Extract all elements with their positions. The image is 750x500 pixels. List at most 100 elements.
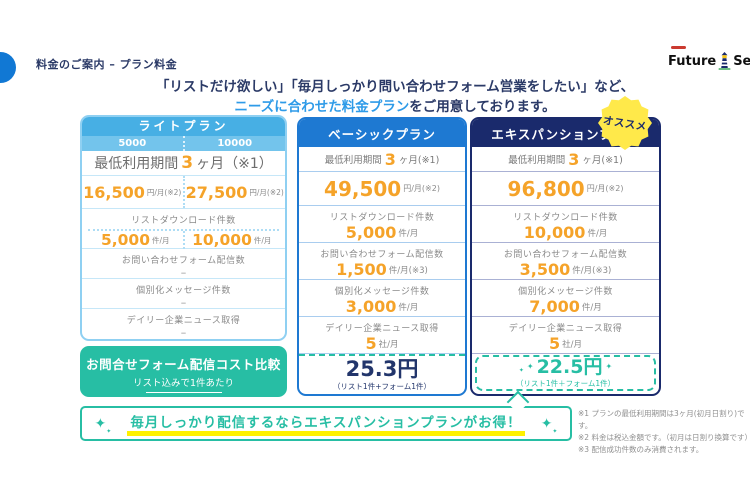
plan-card-expansion: エキスパンションプラン 最低利用期間 3 ヶ月(※1) 96,800 円/月(※… (470, 117, 661, 396)
light-price-5000: 16,500 円/月(※2) (82, 176, 183, 208)
basic-download-row: リストダウンロード件数 5,000 件/月 (299, 206, 465, 243)
basic-cost-price: 25.3円 (345, 356, 419, 381)
footnote-3: ※3 配信成功件数のみ消費されます。 (578, 445, 704, 454)
price-value: 96,800 (507, 176, 585, 201)
value: 5 (365, 334, 377, 353)
price-unit: 円/月(※2) (146, 187, 182, 197)
logo-accent-mark (671, 46, 686, 49)
unit: 件/月 (581, 302, 602, 313)
price-value: 27,500 (185, 182, 248, 202)
lead-line2-rest: をご用意しております。 (409, 99, 556, 116)
sparkle-icon: ✦✦ (94, 415, 112, 435)
light-message-row: 個別化メッセージ件数 – (82, 279, 285, 309)
min-period-suffix: ヶ月（※1） (196, 156, 273, 172)
unit: 件/月 (398, 228, 419, 239)
badge-label: オススメ (602, 114, 648, 133)
min-period-value: 3 (384, 149, 396, 169)
row-label: 個別化メッセージ件数 (136, 286, 231, 296)
sparkle-icon: ✦ (518, 367, 524, 375)
unit: 件/月 (152, 235, 170, 245)
basic-plan-name: ベーシックプラン (299, 119, 465, 147)
price-unit: 円/月(※2) (586, 184, 624, 193)
footnotes: ※1 プランの最低利用期間は3ヶ月(初月日割り)です。 ※2 料金は税込金額です… (578, 408, 750, 456)
unit: 件/月(※3) (388, 265, 428, 276)
value: 5,000 (345, 223, 397, 242)
row-label: デイリー企業ニュース取得 (325, 324, 439, 334)
min-period-suffix: ヶ月(※1) (398, 155, 440, 166)
basic-message-row: 個別化メッセージ件数 3,000 件/月 (299, 280, 465, 317)
unit: 社/月 (562, 339, 582, 350)
row-label: お問い合わせフォーム配信数 (503, 250, 628, 260)
cost-compare-subtitle: リスト込みで1件あたり (132, 378, 235, 389)
row-label: 個別化メッセージ件数 (518, 287, 613, 297)
value: 10,000 (523, 223, 586, 242)
expansion-cost-note: （リスト1件＋フォーム1件） (515, 378, 616, 388)
expansion-news-row: デイリー企業ニュース取得 5 社/月 (472, 317, 659, 354)
price-unit: 円/月(※2) (403, 184, 440, 193)
lead-line2-highlight: ニーズに合わせた料金プラン (234, 99, 410, 116)
promo-banner: ✦✦ 毎月しっかり配信するならエキスパンションプランがお得！ ✦✦ (80, 406, 572, 441)
min-period-value: 3 (181, 153, 194, 173)
value: 10,000 (192, 231, 252, 249)
light-price-row: 16,500 円/月(※2) 27,500 円/月(※2) (82, 176, 285, 209)
value: 1,500 (336, 260, 387, 279)
footnote-2: ※2 料金は税込金額です。（初月は日割り換算です） (578, 433, 750, 442)
row-empty-value: – (180, 326, 187, 339)
sparkle-icon: ✦ (605, 362, 613, 372)
unit: 件/月(※3) (572, 265, 612, 276)
basic-price-row: 49,500 円/月(※2) (299, 172, 465, 206)
min-period-value: 3 (568, 149, 580, 169)
expansion-form-row: お問い合わせフォーム配信数 3,500 件/月(※3) (472, 243, 659, 280)
min-period-label: 最低利用期間 (324, 155, 382, 166)
logo-text-search: Search (733, 54, 750, 69)
row-label: 個別化メッセージ件数 (334, 287, 430, 297)
expansion-min-period-row: 最低利用期間 3 ヶ月(※1) (472, 147, 659, 172)
cost-compare-box: お問合せフォーム配信コスト比較 リスト込みで1件あたり (80, 346, 287, 397)
logo-text-future: Future (668, 54, 717, 69)
plan-card-basic: ベーシックプラン 最低利用期間 3 ヶ月(※1) 49,500 円/月(※2) … (297, 117, 467, 396)
expansion-cost-per-send: ✦ ✦ 22.5円 ✦ （リスト1件＋フォーム1件） (472, 354, 659, 394)
light-price-10000: 27,500 円/月(※2) (182, 176, 286, 208)
page-lead-copy: 「リストだけ欲しい」「毎月しっかり問い合わせフォーム営業をしたい」など、 ニーズ… (50, 77, 740, 118)
expansion-cost-price: 22.5円 (536, 356, 603, 379)
cost-compare-title: お問合せフォーム配信コスト比較 (86, 357, 281, 372)
unit: 件/月 (253, 235, 272, 245)
download-value-10000: 10,000 件/月 (182, 231, 280, 249)
price-unit: 円/月(※2) (249, 187, 284, 197)
price-value: 16,500 (83, 182, 145, 202)
value: 3,000 (345, 297, 397, 316)
basic-cost-note: （リスト1件+フォーム1件） (332, 382, 432, 392)
light-min-period-row: 最低利用期間 3 ヶ月（※1） (82, 151, 285, 176)
subtitle-underline (145, 392, 222, 393)
value: 5 (548, 334, 561, 353)
value: 5,000 (100, 231, 150, 249)
sparkle-icon: ✦✦ (540, 415, 558, 435)
row-label: お問い合わせフォーム配信数 (320, 250, 444, 260)
unit: 件/月 (587, 228, 608, 239)
light-form-row: お問い合わせフォーム配信数 – (82, 249, 285, 279)
light-tier-5000: 5000 (118, 138, 147, 149)
row-label: リストダウンロード件数 (513, 213, 618, 223)
lead-line1: 「リストだけ欲しい」「毎月しっかり問い合わせフォーム営業をしたい」など、 (155, 79, 635, 95)
recommended-badge: オススメ (598, 96, 652, 150)
badge-starburst-icon (598, 96, 652, 150)
expansion-price-row: 96,800 円/月(※2) (472, 172, 659, 206)
sparkle-icon: ✦ (526, 362, 534, 372)
light-tier-10000: 10000 (182, 136, 286, 151)
expansion-download-row: リストダウンロード件数 10,000 件/月 (472, 206, 659, 243)
light-tier-header: 5000 10000 (82, 136, 285, 151)
light-plan-name: ライトプラン (82, 117, 285, 136)
row-empty-value: – (180, 296, 187, 309)
row-label: お問い合わせフォーム配信数 (121, 256, 246, 266)
min-period-label: 最低利用期間 (508, 155, 566, 166)
basic-cost-per-send: 25.3円 （リスト1件+フォーム1件） (299, 354, 465, 394)
value: 7,000 (529, 297, 580, 316)
expansion-cost-dashed-box: ✦ ✦ 22.5円 ✦ （リスト1件＋フォーム1件） (475, 355, 656, 391)
basic-news-row: デイリー企業ニュース取得 5 社/月 (299, 317, 465, 354)
unit: 件/月 (398, 302, 419, 313)
brand-logo: Future Search (668, 46, 750, 71)
expansion-cost-price-line: ✦ ✦ 22.5円 ✦ (519, 357, 612, 378)
row-empty-value: – (180, 266, 187, 279)
expansion-message-row: 個別化メッセージ件数 7,000 件/月 (472, 280, 659, 317)
